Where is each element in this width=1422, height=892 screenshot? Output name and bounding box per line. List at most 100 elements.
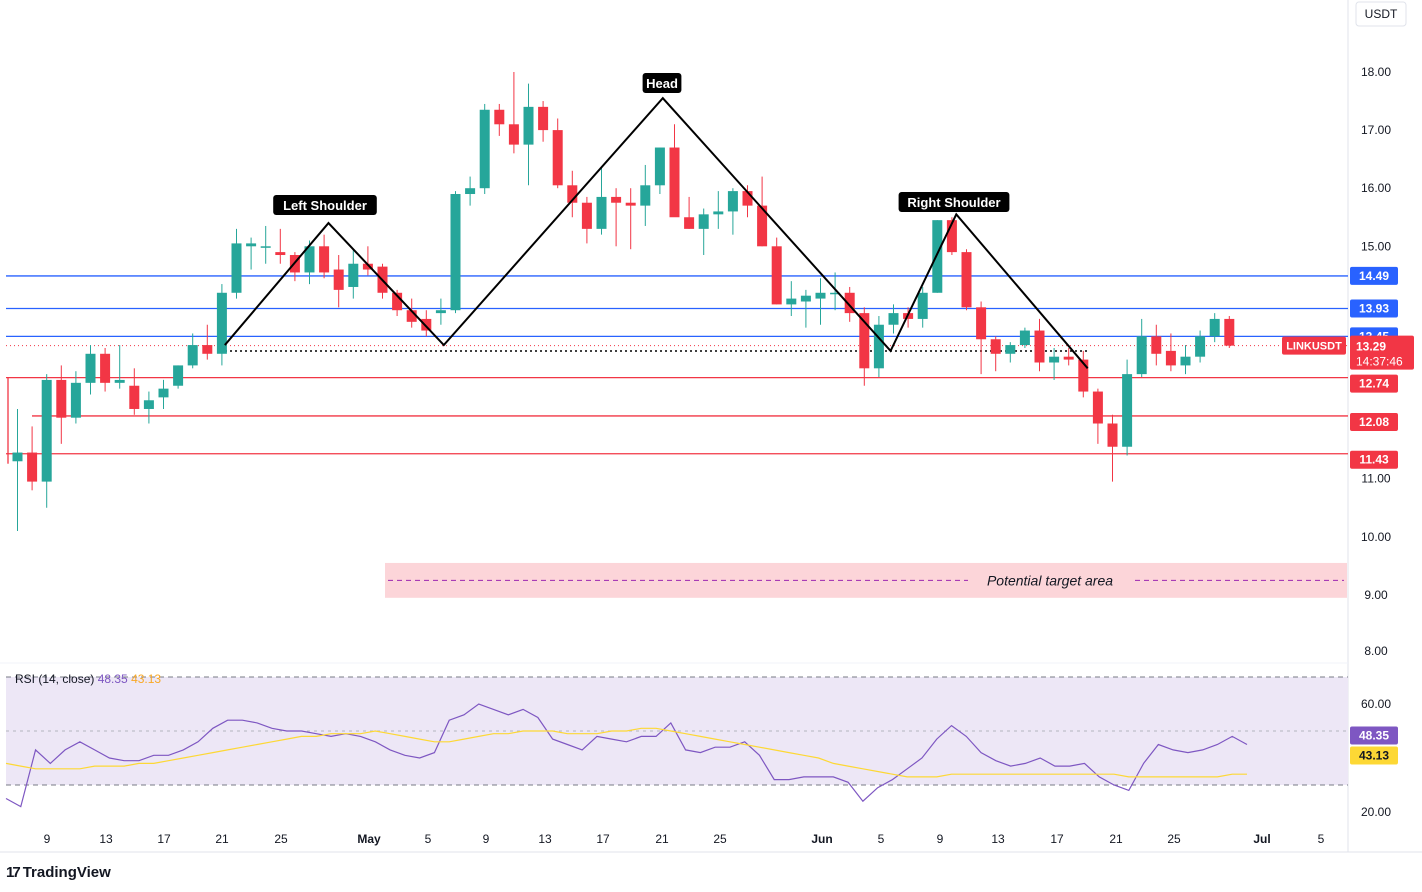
candle-body bbox=[1005, 345, 1016, 354]
right-shoulder-label[interactable]: Right Shoulder bbox=[898, 192, 1010, 212]
candle-body bbox=[173, 365, 184, 386]
candle-body bbox=[246, 243, 257, 247]
time-tick: 21 bbox=[655, 832, 669, 846]
candle-body bbox=[611, 196, 622, 203]
red-level-badge: 11.43 bbox=[1359, 453, 1389, 467]
candle-body bbox=[713, 211, 724, 215]
candle-body bbox=[873, 324, 884, 369]
right-shoulder-label-text: Right Shoulder bbox=[907, 195, 1000, 210]
candle-body bbox=[260, 246, 271, 248]
candle-body bbox=[41, 379, 52, 482]
candle-body bbox=[187, 345, 198, 366]
blue-level-badge-bg bbox=[1350, 266, 1398, 285]
candle-body bbox=[450, 194, 461, 311]
rsi-label: RSI (14, close) bbox=[15, 672, 98, 686]
head-label-text: Head bbox=[646, 76, 678, 91]
rsi-ma-value: 43.13 bbox=[131, 672, 161, 686]
candle-body bbox=[727, 191, 738, 212]
candle-body bbox=[202, 345, 213, 354]
time-tick: 5 bbox=[425, 832, 432, 846]
candle-body bbox=[976, 307, 987, 340]
candle-body bbox=[1136, 336, 1147, 375]
candle-body bbox=[1034, 330, 1045, 363]
candle-body bbox=[56, 379, 67, 418]
left-shoulder-label[interactable]: Left Shoulder bbox=[273, 195, 377, 215]
rsi-line bbox=[5, 703, 1248, 808]
candle-body bbox=[406, 310, 417, 322]
time-tick: May bbox=[357, 832, 381, 846]
rsi-ma-badge-bg bbox=[1350, 746, 1398, 765]
time-tick: 5 bbox=[878, 832, 885, 846]
candle-body bbox=[1107, 423, 1118, 447]
price-tick: 16.00 bbox=[1361, 181, 1391, 195]
time-tick: 17 bbox=[157, 832, 171, 846]
current-price-value: 13.29 bbox=[1356, 340, 1386, 354]
price-tick: 18.00 bbox=[1361, 65, 1391, 79]
candle-body bbox=[684, 217, 695, 229]
candle-body bbox=[143, 400, 154, 409]
candle-body bbox=[216, 292, 227, 354]
candle-body bbox=[567, 185, 578, 203]
candle-body bbox=[421, 318, 432, 331]
candle-body bbox=[917, 292, 928, 319]
candle-body bbox=[698, 214, 709, 229]
left-shoulder-label-bg bbox=[273, 195, 377, 215]
candle-body bbox=[1151, 336, 1162, 354]
blue-level-badge-bg bbox=[1350, 299, 1398, 318]
time-tick: 9 bbox=[937, 832, 944, 846]
right-shoulder-label-bg bbox=[898, 192, 1010, 212]
time-tick: 13 bbox=[991, 832, 1005, 846]
currency-label: USDT bbox=[1365, 7, 1398, 21]
blue-level-badge: 13.93 bbox=[1359, 301, 1389, 315]
current-price-badge-bg bbox=[1350, 335, 1414, 370]
candle-body bbox=[1049, 356, 1060, 363]
candle-body bbox=[129, 385, 140, 409]
price-tick: 11.00 bbox=[1361, 472, 1390, 486]
rsi-ma-badge: 43.13 bbox=[1359, 748, 1389, 762]
candle-body bbox=[319, 246, 330, 273]
target-label-backing bbox=[968, 571, 1132, 590]
tradingview-logo-icon: 17 bbox=[6, 864, 21, 881]
candle-body bbox=[479, 109, 490, 189]
candle-body bbox=[392, 292, 403, 311]
candle-body bbox=[100, 353, 111, 383]
time-tick: 9 bbox=[44, 832, 51, 846]
rsi-value-badge-bg bbox=[1350, 726, 1398, 745]
candle-body bbox=[85, 353, 96, 383]
symbol-tag: LINKUSDT bbox=[1286, 341, 1342, 353]
candle-body bbox=[961, 252, 972, 308]
candle-body bbox=[815, 292, 826, 299]
candle-body bbox=[27, 452, 38, 482]
background-layer: Potential target area bbox=[0, 0, 1422, 853]
tradingview-brand[interactable]: 17 TradingView bbox=[6, 864, 111, 881]
red-level-badge: 12.74 bbox=[1359, 377, 1389, 391]
head-label[interactable]: Head bbox=[642, 73, 682, 93]
time-tick: 17 bbox=[1050, 832, 1064, 846]
time-tick: 17 bbox=[596, 832, 610, 846]
candle-body bbox=[581, 202, 592, 229]
time-tick: 13 bbox=[99, 832, 113, 846]
red-level-badge-bg bbox=[1350, 374, 1398, 393]
candle-body bbox=[1180, 356, 1191, 366]
candle-body bbox=[932, 220, 943, 293]
red-level-badge: 12.08 bbox=[1359, 415, 1389, 429]
rsi-ma-line bbox=[5, 727, 1247, 778]
candle-body bbox=[348, 263, 359, 287]
candle-body bbox=[1063, 356, 1074, 360]
candle-body bbox=[786, 298, 797, 305]
candle-body bbox=[654, 147, 665, 186]
candle-body bbox=[552, 130, 563, 186]
candle-body bbox=[1078, 359, 1089, 392]
time-tick: Jul bbox=[1253, 832, 1270, 846]
head-shoulders-line bbox=[224, 96, 1089, 369]
candle-body bbox=[844, 292, 855, 314]
time-tick: 25 bbox=[1167, 832, 1181, 846]
red-level-badge-bg bbox=[1350, 450, 1398, 469]
candle-body bbox=[859, 313, 870, 369]
candle-body bbox=[800, 295, 811, 302]
price-tick: 15.00 bbox=[1361, 239, 1391, 253]
candle-body bbox=[1209, 318, 1220, 337]
time-tick: 25 bbox=[274, 832, 288, 846]
